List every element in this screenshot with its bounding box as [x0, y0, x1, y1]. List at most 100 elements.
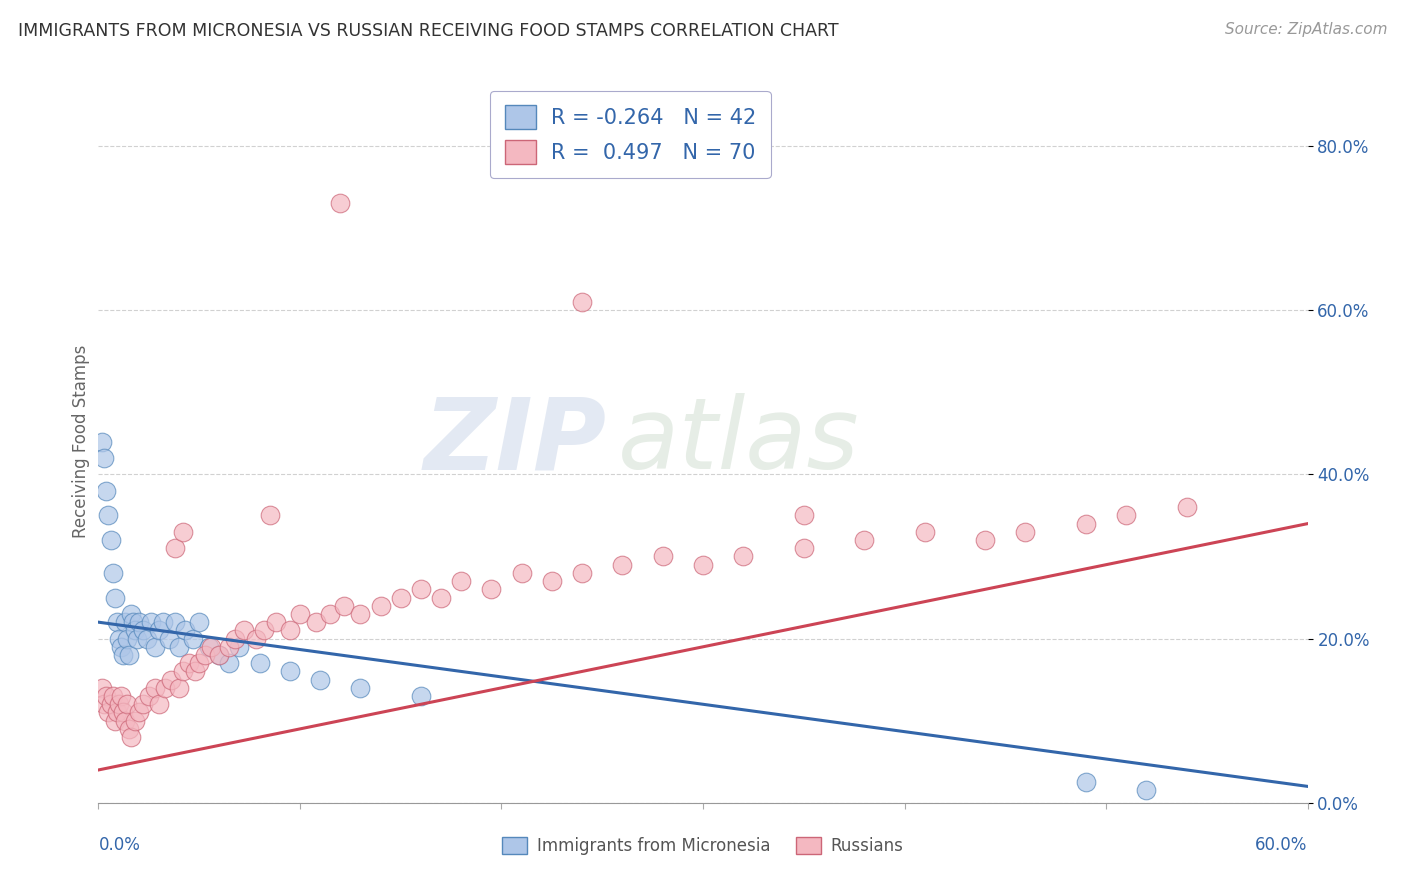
Point	[100, 698, 122, 712]
Point	[349, 607, 371, 621]
Point	[329, 196, 352, 211]
Point	[101, 566, 124, 580]
Point	[120, 607, 142, 621]
Text: IMMIGRANTS FROM MICRONESIA VS RUSSIAN RECEIVING FOOD STAMPS CORRELATION CHART: IMMIGRANTS FROM MICRONESIA VS RUSSIAN RE…	[18, 22, 839, 40]
Point	[128, 706, 150, 720]
Point	[93, 698, 115, 712]
Point	[115, 632, 138, 646]
Point	[188, 615, 211, 630]
Point	[143, 640, 166, 654]
Point	[188, 657, 211, 671]
Point	[278, 665, 301, 679]
Point	[409, 689, 432, 703]
Point	[692, 558, 714, 572]
Point	[105, 706, 128, 720]
Point	[93, 450, 115, 465]
Point	[389, 591, 412, 605]
Point	[91, 681, 114, 695]
Point	[264, 615, 287, 630]
Point	[143, 681, 166, 695]
Point	[110, 689, 132, 703]
Point	[118, 648, 141, 662]
Point	[148, 698, 170, 712]
Point	[91, 434, 114, 449]
Point	[138, 689, 160, 703]
Point	[174, 624, 197, 638]
Point	[179, 657, 201, 671]
Text: Source: ZipAtlas.com: Source: ZipAtlas.com	[1225, 22, 1388, 37]
Text: ZIP: ZIP	[423, 393, 606, 490]
Point	[160, 673, 183, 687]
Point	[128, 615, 150, 630]
Point	[853, 533, 876, 547]
Point	[105, 615, 128, 630]
Point	[540, 574, 562, 588]
Point	[1074, 516, 1097, 531]
Point	[124, 714, 146, 728]
Point	[167, 681, 190, 695]
Point	[103, 591, 125, 605]
Point	[157, 632, 180, 646]
Point	[733, 549, 755, 564]
Point	[510, 566, 533, 580]
Point	[974, 533, 997, 547]
Point	[96, 689, 118, 703]
Point	[132, 698, 155, 712]
Point	[914, 524, 936, 539]
Point	[97, 508, 120, 523]
Point	[135, 632, 157, 646]
Point	[208, 648, 231, 662]
Point	[167, 640, 190, 654]
Point	[194, 648, 217, 662]
Point	[118, 722, 141, 736]
Point	[1074, 775, 1097, 789]
Point	[132, 624, 155, 638]
Point	[481, 582, 503, 597]
Point	[103, 714, 125, 728]
Point	[1014, 524, 1036, 539]
Point	[278, 624, 301, 638]
Point	[107, 632, 129, 646]
Point	[181, 632, 204, 646]
Point	[651, 549, 673, 564]
Point	[571, 566, 593, 580]
Point	[319, 607, 342, 621]
Point	[224, 632, 246, 646]
Point	[120, 730, 142, 744]
Point	[114, 714, 136, 728]
Point	[125, 632, 148, 646]
Point	[1115, 508, 1137, 523]
Point	[571, 295, 593, 310]
Point	[253, 624, 276, 638]
Point	[370, 599, 392, 613]
Point	[218, 657, 240, 671]
Point	[245, 632, 267, 646]
Point	[121, 615, 143, 630]
Point	[288, 607, 311, 621]
Point	[349, 681, 371, 695]
Point	[218, 640, 240, 654]
Point	[200, 640, 222, 654]
Point	[114, 615, 136, 630]
Point	[309, 673, 332, 687]
Point	[172, 665, 194, 679]
Text: 60.0%: 60.0%	[1256, 836, 1308, 854]
Point	[259, 508, 281, 523]
Point	[96, 483, 118, 498]
Point	[148, 624, 170, 638]
Point	[163, 541, 186, 556]
Point	[111, 648, 134, 662]
Point	[198, 640, 221, 654]
Point	[1135, 783, 1157, 797]
Point	[163, 615, 186, 630]
Point	[409, 582, 432, 597]
Point	[612, 558, 634, 572]
Point	[208, 648, 231, 662]
Point	[232, 624, 254, 638]
Point	[107, 698, 129, 712]
Point	[139, 615, 162, 630]
Text: atlas: atlas	[619, 393, 860, 490]
Point	[152, 615, 174, 630]
Point	[793, 541, 815, 556]
Point	[97, 706, 120, 720]
